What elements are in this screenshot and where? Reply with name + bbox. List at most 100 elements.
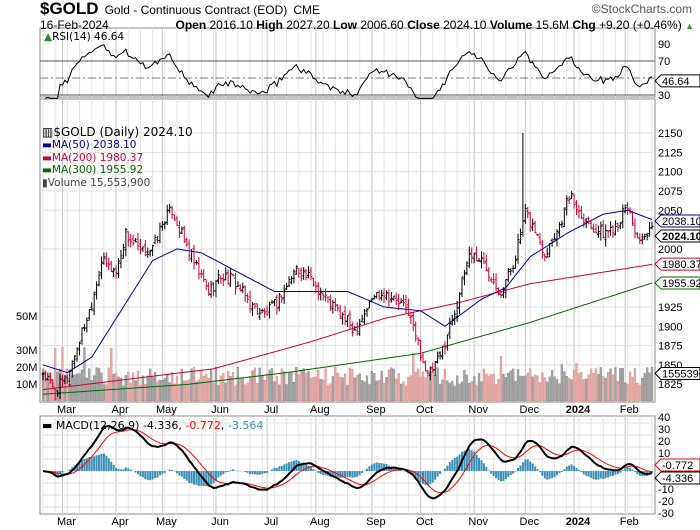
volume-bar	[414, 371, 417, 402]
volume-bar	[436, 367, 439, 402]
volume-bar	[156, 381, 159, 402]
macd-histogram-bar	[560, 471, 563, 472]
macd-histogram-bar	[334, 471, 337, 477]
macd-histogram-bar	[100, 453, 103, 471]
macd-histogram-bar	[344, 471, 347, 478]
volume-bar	[256, 383, 259, 402]
macd-histogram-bar	[300, 462, 303, 471]
volume-bar	[300, 370, 303, 402]
volume-bar	[170, 372, 174, 402]
volume-bar	[546, 381, 549, 402]
volume-bar	[441, 379, 444, 402]
volume-bar	[273, 381, 276, 402]
volume-bar	[475, 385, 478, 402]
macd-histogram-bar	[468, 448, 471, 471]
macd-histogram-bar	[631, 469, 634, 471]
volume-bar	[258, 367, 261, 402]
volume-bar	[146, 375, 149, 402]
volume-bar	[585, 378, 588, 402]
volume-bar	[302, 368, 305, 402]
macd-histogram-bar	[348, 471, 351, 478]
rsi-legend-text: RSI(14) 46.64	[52, 31, 125, 43]
macd-value-label: -4.336	[662, 473, 693, 485]
macd-histogram-bar	[309, 466, 312, 471]
volume-bar	[46, 379, 50, 402]
volume-bar	[453, 385, 456, 402]
volume-bar	[93, 375, 96, 402]
macd-histogram-bar	[590, 471, 593, 478]
macd-histogram-bar	[524, 459, 527, 471]
volume-bar	[304, 372, 308, 402]
volume-bar	[360, 380, 364, 402]
volume-bar	[382, 383, 386, 402]
close-label: Close	[407, 18, 440, 32]
macd-histogram-bar	[629, 467, 632, 471]
volume-bar	[531, 376, 534, 402]
volume-bar	[477, 373, 481, 402]
macd-histogram-bar	[482, 463, 485, 471]
macd-histogram-bar	[529, 461, 532, 471]
low-label: Low	[332, 18, 357, 32]
macd-histogram-bar	[451, 459, 454, 471]
volume-bar	[331, 376, 335, 402]
volume-bar	[480, 381, 483, 402]
macd-histogram-bar	[197, 471, 200, 486]
macd-histogram-bar	[531, 463, 534, 471]
volume-bar	[341, 377, 344, 402]
macd-histogram-bar	[151, 471, 154, 480]
macd-histogram-bar	[339, 471, 342, 478]
volume-bar	[61, 346, 64, 402]
x-tick-label: Mar	[57, 516, 76, 528]
macd-histogram-bar	[253, 471, 256, 475]
volume-bar	[609, 368, 612, 402]
volume-bar	[343, 373, 347, 402]
macd-histogram-bar	[573, 465, 576, 471]
macd-histogram-bar	[490, 471, 493, 474]
volume-bar	[263, 379, 266, 402]
volume-bar	[295, 367, 298, 402]
volume-bar	[234, 385, 237, 402]
volume-bar	[314, 376, 317, 402]
volume-bar	[395, 378, 398, 402]
macd-histogram-bar	[249, 471, 252, 475]
x-tick-label: Jun	[211, 516, 229, 528]
macd-y-tick: 20	[658, 436, 670, 448]
macd-histogram-bar	[158, 471, 161, 476]
volume-bar	[550, 370, 554, 402]
macd-histogram-bar	[626, 467, 629, 471]
macd-histogram-bar	[361, 471, 364, 474]
macd-histogram-bar	[551, 471, 554, 479]
volume-bar	[85, 377, 88, 402]
volume-bar	[455, 375, 459, 402]
volume-bar	[41, 368, 45, 402]
macd-histogram-bar	[261, 471, 264, 474]
macd-histogram-bar	[180, 471, 183, 477]
volume-bar	[624, 382, 627, 402]
volume-bar	[468, 382, 471, 402]
macd-signal-value-label-tag	[654, 458, 700, 472]
ma50-value-label-tag	[654, 214, 700, 228]
volume-bar	[607, 371, 610, 402]
macd-histogram-bar	[232, 469, 235, 471]
volume-bar	[151, 376, 154, 402]
macd-histogram-bar	[358, 471, 361, 476]
volume-bar	[139, 385, 142, 402]
volume-bar	[168, 382, 171, 402]
macd-histogram-bar	[521, 462, 524, 471]
volume-bar	[390, 367, 393, 402]
rsi-icon: ▲	[44, 31, 53, 43]
macd-histogram-bar	[473, 451, 476, 471]
volume-bar	[458, 383, 461, 402]
x-tick-label: Mar	[57, 404, 76, 416]
macd-histogram-bar	[412, 471, 415, 476]
macd-histogram-bar	[141, 471, 144, 478]
volume-bar	[541, 372, 544, 402]
volume-bar	[275, 375, 278, 402]
macd-histogram-bar	[258, 471, 261, 475]
volume-bar	[619, 368, 622, 402]
volume-bar	[599, 367, 602, 402]
price-y-tick: 2100	[658, 167, 682, 179]
macd-histogram-bar	[534, 466, 537, 471]
candle-icon: ▥	[42, 125, 54, 139]
